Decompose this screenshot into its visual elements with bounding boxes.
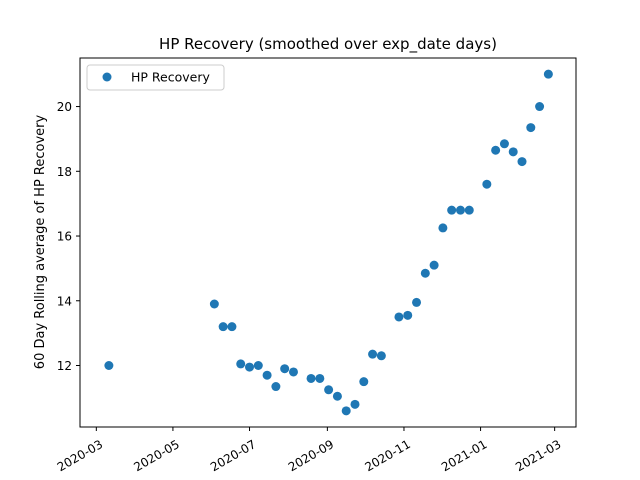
data-point — [288, 367, 298, 377]
data-point — [491, 145, 501, 155]
legend-box — [86, 64, 225, 91]
y-tick-label: 12 — [57, 359, 72, 373]
data-point — [341, 406, 351, 416]
data-point — [332, 391, 342, 401]
data-point — [429, 260, 439, 270]
data-point — [368, 349, 378, 359]
plot-frame — [79, 57, 577, 428]
data-point — [412, 297, 422, 307]
y-tick-label: 20 — [57, 100, 72, 114]
data-point — [218, 322, 228, 332]
data-point — [499, 139, 509, 149]
data-point — [315, 373, 325, 383]
data-point — [482, 179, 492, 189]
data-point — [280, 364, 290, 374]
data-point — [245, 362, 255, 372]
y-axis-label: 60 Day Rolling average of HP Recovery — [33, 115, 48, 370]
data-point — [394, 312, 404, 322]
y-tick-label: 18 — [57, 165, 72, 179]
data-point — [262, 370, 272, 380]
legend-marker — [102, 72, 112, 82]
data-point — [447, 205, 457, 215]
data-point — [517, 157, 527, 167]
data-point — [306, 373, 316, 383]
data-point — [209, 299, 219, 309]
legend-label: HP Recovery — [131, 70, 210, 85]
series-1 — [104, 69, 553, 416]
data-point — [104, 361, 114, 370]
legend: HP Recovery — [86, 64, 225, 91]
data-point — [455, 205, 465, 215]
marks-layer — [104, 69, 553, 416]
data-point — [464, 205, 474, 215]
data-point — [324, 385, 334, 395]
data-point — [526, 123, 536, 133]
data-point — [236, 359, 246, 369]
data-point — [403, 310, 413, 320]
data-point — [350, 399, 360, 409]
data-point — [271, 382, 281, 392]
data-point — [253, 361, 263, 370]
data-point — [420, 268, 430, 278]
data-point — [535, 102, 545, 112]
y-tick-label: 16 — [57, 230, 72, 244]
data-point — [438, 223, 448, 233]
data-point — [543, 69, 553, 79]
chart-title: HP Recovery (smoothed over exp_date days… — [159, 35, 497, 54]
data-point — [508, 147, 518, 157]
y-tick-label: 14 — [57, 294, 72, 308]
data-point — [359, 377, 369, 387]
data-point — [376, 351, 386, 361]
data-point — [227, 322, 237, 332]
